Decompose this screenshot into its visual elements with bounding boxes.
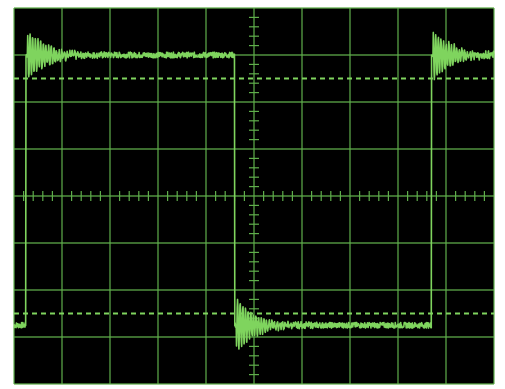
waveform-trace: [13, 31, 495, 350]
